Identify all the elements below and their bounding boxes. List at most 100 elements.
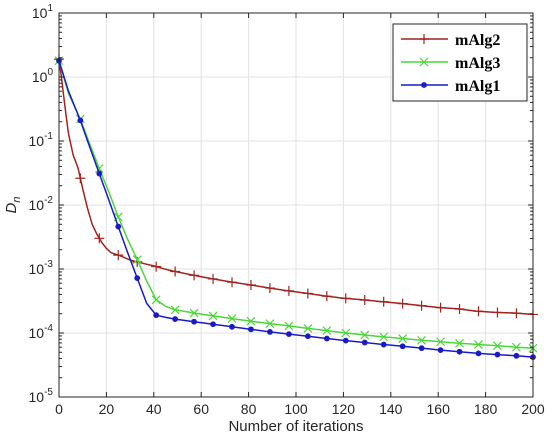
series-mAlg2 bbox=[54, 54, 538, 320]
series-marker bbox=[151, 295, 161, 305]
series-marker bbox=[264, 283, 275, 294]
series-line bbox=[58, 60, 534, 349]
series-marker bbox=[227, 314, 237, 324]
x-tick-label: 200 bbox=[521, 401, 545, 417]
series-marker bbox=[380, 341, 387, 348]
y-axis-title: Dn bbox=[3, 197, 23, 214]
series-marker bbox=[513, 352, 520, 359]
legend: mAlg2 mAlg3 mAlg1 bbox=[392, 23, 528, 102]
series-marker bbox=[417, 335, 427, 345]
series-marker bbox=[419, 57, 429, 67]
series-marker bbox=[283, 285, 294, 296]
series-marker bbox=[340, 293, 351, 304]
series-marker bbox=[208, 273, 219, 284]
series-marker bbox=[360, 330, 370, 340]
x-tick-label: 20 bbox=[99, 401, 115, 417]
series-marker bbox=[454, 303, 465, 314]
series-marker bbox=[208, 311, 218, 321]
x-tick-label: 40 bbox=[146, 401, 162, 417]
series-marker bbox=[341, 328, 351, 338]
series-mAlg1 bbox=[56, 57, 536, 361]
series-marker bbox=[96, 170, 103, 177]
series-marker bbox=[227, 277, 238, 288]
y-axis-title-main: D bbox=[3, 202, 20, 213]
series-marker bbox=[285, 331, 292, 338]
series-marker bbox=[437, 347, 444, 354]
x-tick-label: 140 bbox=[379, 401, 403, 417]
series-marker bbox=[170, 305, 180, 315]
series-marker bbox=[435, 302, 446, 313]
series-marker bbox=[189, 270, 200, 281]
legend-label: mAlg2 bbox=[455, 32, 500, 49]
series-marker bbox=[494, 351, 501, 358]
y-tick-label: 10-1 bbox=[29, 131, 54, 149]
x-tick-label: 100 bbox=[284, 401, 308, 417]
legend-label: mAlg1 bbox=[455, 78, 500, 95]
series-marker bbox=[191, 318, 197, 325]
series-marker bbox=[416, 300, 427, 311]
series-marker bbox=[267, 329, 273, 335]
x-tick-label: 160 bbox=[427, 401, 451, 417]
series-marker bbox=[303, 323, 313, 333]
series-marker bbox=[210, 321, 216, 328]
series-marker bbox=[132, 255, 142, 265]
series-marker bbox=[302, 288, 313, 299]
series-marker bbox=[398, 334, 408, 343]
series-marker bbox=[113, 250, 124, 261]
series-marker bbox=[473, 306, 484, 317]
series-marker bbox=[265, 319, 275, 329]
y-axis-title-subscript: n bbox=[11, 197, 23, 203]
series-line bbox=[58, 60, 534, 358]
series-marker bbox=[475, 350, 482, 357]
series-marker bbox=[455, 338, 464, 348]
series-marker bbox=[361, 339, 368, 346]
y-tick-label: 10-4 bbox=[29, 323, 54, 341]
series-marker bbox=[436, 337, 445, 347]
series-marker bbox=[248, 326, 254, 333]
series-marker bbox=[94, 233, 105, 244]
series-marker bbox=[115, 223, 122, 230]
x-axis-title: Number of iterations bbox=[228, 418, 363, 435]
series-marker bbox=[342, 337, 349, 344]
legend-entry: mAlg3 bbox=[401, 55, 500, 72]
series-marker bbox=[474, 340, 483, 349]
series-marker bbox=[379, 332, 389, 342]
legend-entry: mAlg1 bbox=[401, 78, 500, 95]
series-marker bbox=[322, 326, 332, 336]
y-tick-label: 101 bbox=[32, 3, 54, 21]
series-marker bbox=[304, 333, 311, 340]
series-marker bbox=[359, 295, 370, 306]
series-marker bbox=[421, 82, 427, 88]
legend-label: mAlg3 bbox=[455, 55, 500, 72]
series-marker bbox=[397, 298, 408, 309]
series-marker bbox=[323, 335, 330, 342]
y-tick-label: 10-3 bbox=[29, 259, 54, 277]
x-tick-label: 60 bbox=[193, 401, 209, 417]
series-marker bbox=[493, 341, 502, 351]
series-marker bbox=[418, 345, 425, 352]
series-marker bbox=[229, 323, 235, 330]
series-marker bbox=[246, 316, 256, 326]
x-tick-label: 80 bbox=[241, 401, 257, 417]
x-tick-label: 0 bbox=[55, 401, 63, 417]
series-marker bbox=[284, 321, 294, 331]
series-marker bbox=[189, 308, 199, 318]
series-marker bbox=[399, 343, 406, 350]
legend-entry: mAlg2 bbox=[401, 32, 500, 49]
y-tick-label: 10-2 bbox=[29, 195, 54, 213]
series-marker bbox=[134, 275, 141, 282]
series-marker bbox=[419, 34, 429, 44]
series-marker bbox=[245, 280, 256, 291]
x-tick-label: 120 bbox=[332, 401, 356, 417]
series-marker bbox=[378, 296, 389, 307]
x-tick-label: 180 bbox=[474, 401, 498, 417]
series-marker bbox=[511, 342, 521, 352]
series-marker bbox=[77, 117, 84, 124]
tick-layer: 0 20 40 60 80 100 120 140 160 180 200 101 100 10-1 10-… bbox=[29, 3, 545, 417]
series-marker bbox=[511, 308, 522, 319]
series-marker bbox=[75, 173, 86, 184]
series-layer bbox=[54, 54, 538, 361]
series-marker bbox=[153, 312, 160, 319]
series-marker bbox=[492, 307, 503, 318]
